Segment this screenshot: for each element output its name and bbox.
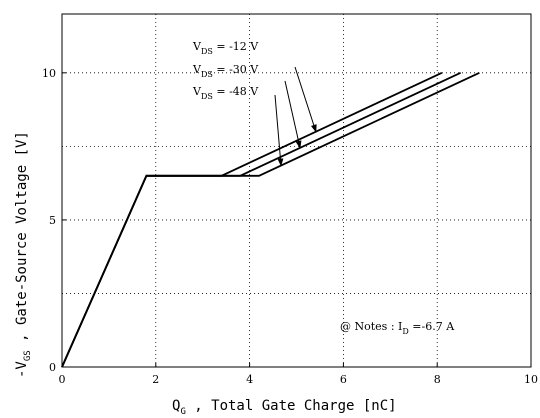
x-axis-label-main: Q — [172, 398, 180, 414]
legend-arrows — [274, 66, 317, 167]
legend-entry-3: VDS = -48 V — [192, 85, 259, 101]
legend-v-3: V — [192, 85, 202, 98]
legend-sub-3: DS — [201, 92, 213, 101]
y-axis-label: -VGS , Gate-Source Voltage [V] — [14, 131, 33, 378]
y-axis-label-rest: , Gate-Source Voltage [V] — [14, 131, 30, 350]
x-tick-label: 4 — [246, 373, 253, 386]
legend-entry-2: VDS = -30 V — [192, 63, 259, 79]
legend: VDS = -12 V VDS = -30 V VDS = -48 V — [192, 40, 259, 101]
series-layer — [61, 71, 480, 368]
grid-lines — [62, 14, 531, 367]
series-line-3 — [61, 71, 480, 368]
legend-v-2: V — [192, 63, 202, 76]
legend-rest-2: = -30 V — [213, 63, 259, 76]
y-axis-label-main: -V — [14, 361, 30, 378]
y-axis-label-sub: GS — [23, 350, 33, 361]
test-conditions-note: @ Notes : ID =-6.7 A — [340, 320, 455, 336]
legend-arrow-3 — [274, 94, 284, 167]
legend-v-1: V — [192, 40, 202, 53]
legend-sub-2: DS — [201, 70, 213, 79]
note-prefix: @ Notes : I — [340, 320, 402, 333]
x-axis-label-sub: G — [180, 407, 185, 417]
legend-arrow-2 — [284, 80, 302, 149]
x-tick-label: 10 — [524, 373, 538, 386]
axis-ticks: 0 2 4 6 8 10 0 5 10 — [42, 67, 538, 386]
x-tick-label: 0 — [59, 373, 66, 386]
x-tick-label: 6 — [340, 373, 347, 386]
note-suffix: =-6.7 A — [409, 320, 455, 333]
x-axis-label-rest: , Total Gate Charge [nC] — [186, 398, 397, 414]
legend-rest-3: = -48 V — [213, 85, 259, 98]
y-tick-label: 0 — [49, 361, 56, 374]
x-tick-label: 8 — [434, 373, 441, 386]
y-tick-label: 5 — [49, 214, 56, 227]
y-tick-label: 10 — [42, 67, 56, 80]
legend-sub-1: DS — [201, 47, 213, 56]
x-axis-label: QG , Total Gate Charge [nC] — [172, 398, 397, 417]
legend-entry-1: VDS = -12 V — [192, 40, 259, 56]
plot-frame — [61, 13, 532, 368]
legend-rest-1: = -12 V — [213, 40, 259, 53]
legend-arrow-1 — [294, 66, 317, 133]
note-sub: D — [402, 327, 408, 336]
x-tick-label: 2 — [152, 373, 159, 386]
